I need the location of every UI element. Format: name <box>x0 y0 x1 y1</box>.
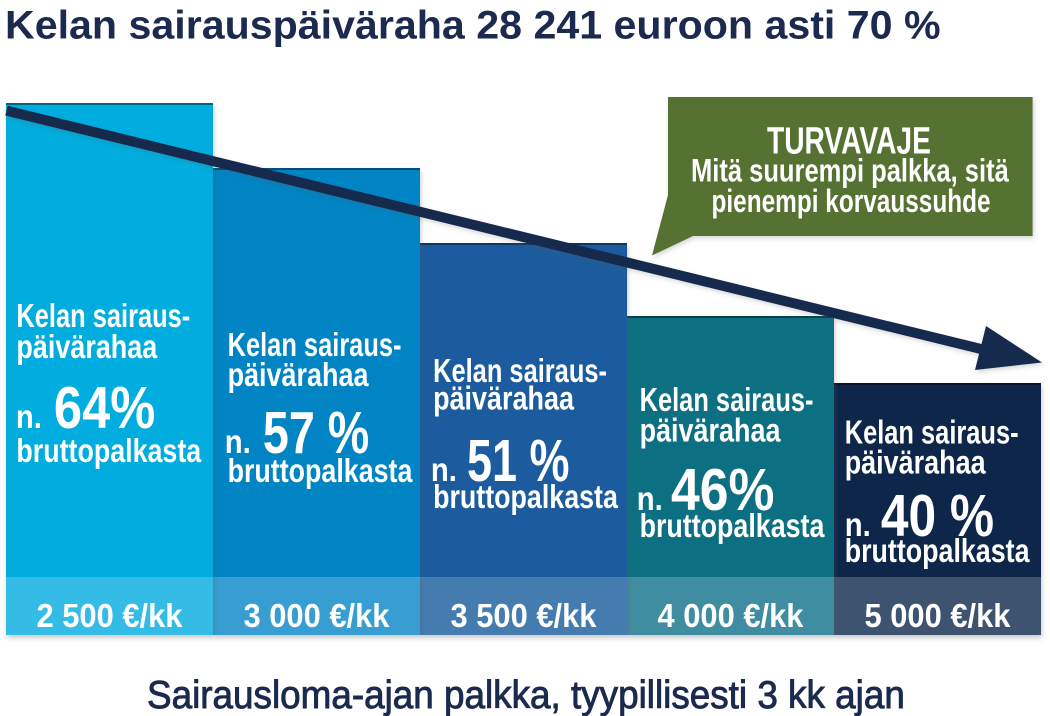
svg-text:päivärahaa: päivärahaa <box>228 358 369 394</box>
svg-text:46%: 46% <box>671 457 774 523</box>
svg-text:n.: n. <box>225 423 251 460</box>
svg-text:Mitä suurempi palkka, sitä: Mitä suurempi palkka, sitä <box>691 154 1010 189</box>
svg-text:n.: n. <box>845 506 871 543</box>
svg-text:päivärahaa: päivärahaa <box>845 445 986 481</box>
svg-text:64%: 64% <box>54 374 155 441</box>
svg-text:bruttopalkasta: bruttopalkasta <box>433 479 618 515</box>
svg-text:Kelan sairaus-: Kelan sairaus- <box>433 353 607 390</box>
svg-text:Sairausloma-ajan palkka, tyypi: Sairausloma-ajan palkka, tyypillisesti 3… <box>147 674 905 716</box>
svg-text:5 000 €/kk: 5 000 €/kk <box>865 597 1011 634</box>
svg-text:bruttopalkasta: bruttopalkasta <box>845 533 1030 569</box>
svg-text:bruttopalkasta: bruttopalkasta <box>640 508 825 544</box>
svg-text:päivärahaa: päivärahaa <box>640 413 781 449</box>
svg-text:3 500 €/kk: 3 500 €/kk <box>451 597 597 634</box>
svg-text:bruttopalkasta: bruttopalkasta <box>16 433 201 469</box>
svg-text:n.: n. <box>637 480 663 517</box>
svg-text:Kelan sairaus-: Kelan sairaus- <box>845 414 1019 451</box>
svg-text:40 %: 40 % <box>881 483 994 549</box>
svg-text:Kelan sairaus-: Kelan sairaus- <box>640 382 814 419</box>
svg-text:2 500 €/kk: 2 500 €/kk <box>37 597 183 634</box>
svg-text:pienempi korvaussuhde: pienempi korvaussuhde <box>712 184 991 220</box>
svg-text:päivärahaa: päivärahaa <box>16 330 157 366</box>
svg-text:51 %: 51 % <box>467 429 569 494</box>
svg-text:Kelan sairaus-: Kelan sairaus- <box>16 298 190 335</box>
svg-text:n.: n. <box>16 398 42 435</box>
svg-text:TURVAVAJE: TURVAVAJE <box>767 121 931 163</box>
svg-text:n.: n. <box>431 451 457 488</box>
svg-text:päivärahaa: päivärahaa <box>433 381 574 417</box>
svg-text:57 %: 57 % <box>263 401 369 466</box>
svg-text:4 000 €/kk: 4 000 €/kk <box>658 597 804 634</box>
svg-text:3 000 €/kk: 3 000 €/kk <box>244 597 390 634</box>
svg-text:bruttopalkasta: bruttopalkasta <box>228 453 413 489</box>
svg-text:Kelan sairaus-: Kelan sairaus- <box>228 327 402 364</box>
svg-text:Kelan sairauspäiväraha 28 241: Kelan sairauspäiväraha 28 241 euroon ast… <box>5 2 941 47</box>
